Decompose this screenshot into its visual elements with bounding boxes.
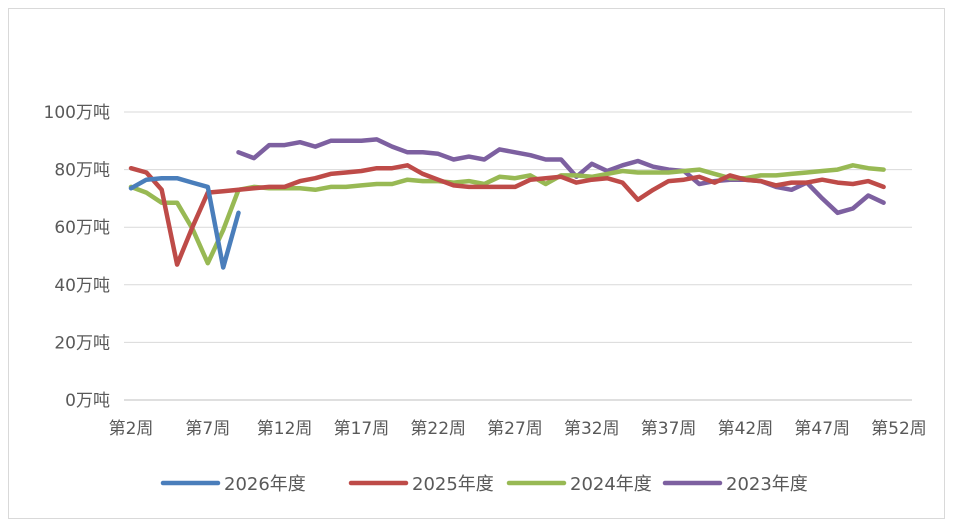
y-tick-label: 20万吨 (54, 333, 110, 353)
x-tick-label: 第7周 (185, 419, 230, 439)
y-axis-ticks: 0万吨 20万吨 40万吨 60万吨 80万吨 100万吨 (44, 103, 110, 411)
series-lines (128, 137, 886, 270)
legend: 2026年度 2025年度 2024年度 2023年度 (160, 474, 808, 495)
series-line-2024年度 (128, 163, 886, 266)
x-tick-label: 第37周 (641, 419, 697, 439)
gridlines (124, 111, 912, 343)
x-tick-label: 第47周 (794, 419, 850, 439)
series-line-2026年度 (128, 175, 241, 270)
y-tick-label: 80万吨 (54, 161, 110, 181)
x-tick-label: 第2周 (109, 419, 154, 439)
y-tick-label: 100万吨 (44, 103, 110, 123)
chart-frame (8, 8, 945, 519)
x-tick-label: 第27周 (487, 419, 543, 439)
x-tick-label: 第52周 (871, 419, 927, 439)
y-tick-label: 0万吨 (65, 391, 110, 411)
x-axis-ticks: 第2周 第7周 第12周 第17周 第22周 第27周 第32周 第37周 第42周 第47周 第5… (109, 419, 927, 439)
x-tick-label: 第42周 (718, 419, 774, 439)
x-tick-label: 第32周 (564, 419, 620, 439)
series-line-2025年度 (128, 163, 886, 267)
y-tick-label: 60万吨 (54, 218, 110, 238)
x-tick-label: 第17周 (334, 419, 390, 439)
legend-label: 2023年度 (726, 474, 808, 495)
y-tick-label: 40万吨 (54, 276, 110, 296)
x-tick-label: 第22周 (410, 419, 466, 439)
legend-label: 2026年度 (224, 474, 306, 495)
legend-label: 2024年度 (570, 474, 652, 495)
legend-label: 2025年度 (412, 474, 494, 495)
x-tick-label: 第12周 (257, 419, 313, 439)
